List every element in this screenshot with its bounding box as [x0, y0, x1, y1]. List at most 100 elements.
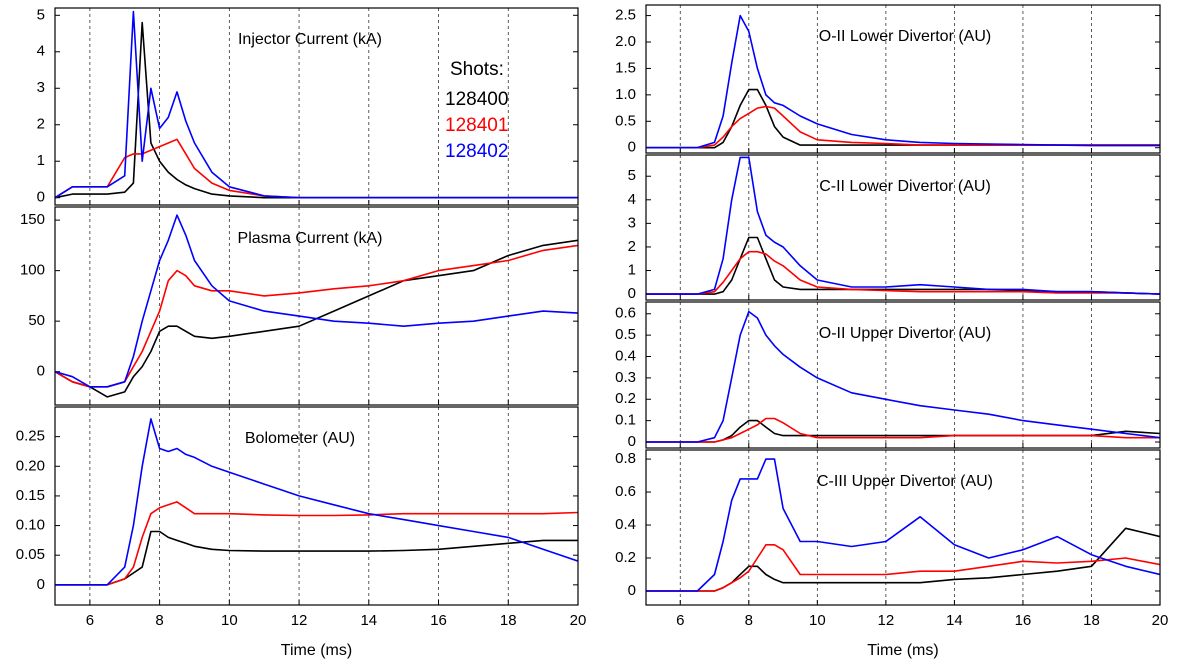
panel-title: C-III Upper Divertor (AU) — [817, 473, 993, 490]
series-line — [55, 530, 578, 586]
x-axis-label: Time (ms) — [867, 642, 938, 659]
series-line — [55, 10, 578, 199]
x-tick-label: 20 — [570, 612, 587, 629]
y-tick-label: 0.1 — [615, 412, 636, 429]
panel-title: Bolometer (AU) — [245, 430, 355, 447]
y-tick-label: 0 — [628, 433, 636, 450]
y-tick-label: 0.05 — [16, 546, 45, 563]
x-tick-label: 20 — [1152, 612, 1169, 629]
x-tick-label: 8 — [155, 612, 163, 629]
series-line — [646, 417, 1160, 443]
y-tick-label: 0.6 — [615, 305, 636, 322]
plot-frame — [54, 406, 579, 606]
x-tick-label: 18 — [500, 612, 517, 629]
series-line — [646, 250, 1160, 295]
plot-area — [55, 214, 578, 398]
series-line — [55, 418, 578, 586]
y-tick-label: 50 — [28, 312, 45, 329]
x-tick-label: 16 — [1015, 612, 1032, 629]
x-tick-label: 12 — [291, 612, 308, 629]
y-tick-label: 100 — [20, 262, 45, 279]
legend-title: Shots: — [450, 59, 504, 80]
series-line — [646, 156, 1160, 295]
plot-frame — [645, 449, 1161, 606]
y-tick-label: 0.15 — [16, 487, 45, 504]
x-tick-label: 10 — [809, 612, 826, 629]
panel-title: Plasma Current (kA) — [238, 230, 383, 247]
series-line — [646, 310, 1160, 443]
y-tick-label: 0 — [37, 363, 45, 380]
x-tick-label: 16 — [430, 612, 447, 629]
y-tick-label: 0.6 — [615, 483, 636, 500]
y-tick-label: 0.2 — [615, 390, 636, 407]
series-line — [646, 14, 1160, 149]
y-tick-label: 0.20 — [16, 457, 45, 474]
legend-entry: 128402 — [445, 141, 508, 162]
panel-title: C-II Lower Divertor (AU) — [819, 178, 991, 195]
y-tick-label: 0.4 — [615, 516, 636, 533]
y-tick-label: 0 — [37, 576, 45, 593]
y-tick-label: 5 — [37, 6, 45, 23]
y-tick-label: 0.10 — [16, 517, 45, 534]
plot-area — [646, 310, 1160, 443]
x-tick-label: 14 — [360, 612, 377, 629]
plot-area — [646, 458, 1160, 592]
plot-frame — [645, 301, 1161, 449]
series-line — [55, 21, 578, 199]
legend-entry: 128400 — [445, 89, 508, 110]
panel-title: O-II Lower Divertor (AU) — [819, 28, 991, 45]
series-line — [646, 544, 1160, 592]
y-tick-label: 0 — [628, 139, 636, 156]
y-tick-label: 0 — [37, 189, 45, 206]
x-tick-label: 6 — [86, 612, 94, 629]
y-tick-label: 1.0 — [615, 86, 636, 103]
plot-area — [646, 14, 1160, 149]
series-line — [646, 419, 1160, 443]
y-tick-label: 4 — [37, 43, 45, 60]
y-tick-label: 0 — [628, 582, 636, 599]
y-tick-label: 0.5 — [615, 112, 636, 129]
y-tick-label: 0.4 — [615, 347, 636, 364]
series-line — [55, 214, 578, 388]
y-tick-label: 2.0 — [615, 33, 636, 50]
x-tick-label: 12 — [878, 612, 895, 629]
y-tick-label: 1 — [628, 261, 636, 278]
y-tick-label: 1 — [37, 152, 45, 169]
y-tick-label: 0.2 — [615, 549, 636, 566]
y-tick-label: 2 — [628, 238, 636, 255]
y-tick-label: 3 — [628, 214, 636, 231]
y-tick-label: 1.5 — [615, 59, 636, 76]
x-tick-label: 6 — [676, 612, 684, 629]
y-tick-label: 0.8 — [615, 450, 636, 467]
y-tick-label: 5 — [628, 167, 636, 184]
y-tick-label: 2 — [37, 116, 45, 133]
x-tick-label: 8 — [745, 612, 753, 629]
plot-frame — [645, 4, 1161, 154]
x-axis-label: Time (ms) — [281, 642, 352, 659]
legend-entry: 128401 — [445, 115, 508, 136]
series-line — [55, 244, 578, 388]
y-tick-label: 0 — [628, 285, 636, 302]
x-tick-label: 10 — [221, 612, 238, 629]
series-line — [646, 236, 1160, 295]
plot-frame — [645, 154, 1161, 301]
y-tick-label: 150 — [20, 211, 45, 228]
y-tick-label: 4 — [628, 191, 636, 208]
y-tick-label: 2.5 — [615, 7, 636, 24]
series-line — [55, 239, 578, 398]
x-tick-label: 18 — [1083, 612, 1100, 629]
series-line — [646, 458, 1160, 592]
plot-area — [55, 10, 578, 199]
y-tick-label: 0.5 — [615, 326, 636, 343]
series-line — [55, 501, 578, 586]
x-tick-label: 14 — [946, 612, 963, 629]
y-tick-label: 3 — [37, 79, 45, 96]
plot-frame — [54, 7, 579, 206]
y-tick-label: 0.25 — [16, 428, 45, 445]
series-line — [646, 88, 1160, 149]
panel-title: Injector Current (kA) — [238, 31, 382, 48]
plot-area — [646, 156, 1160, 295]
plot-area — [55, 418, 578, 586]
